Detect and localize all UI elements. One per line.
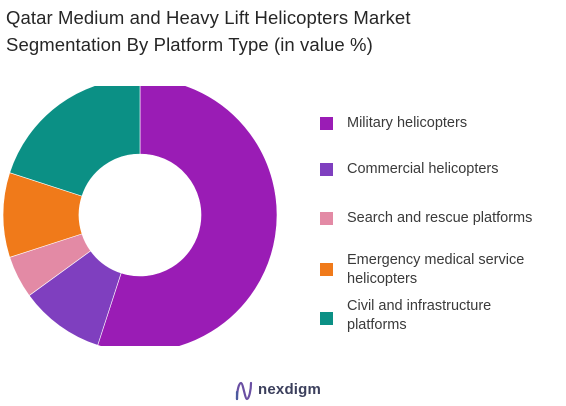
chart-title-line-1: Qatar Medium and Heavy Lift Helicopters … (6, 7, 411, 28)
legend-label-military-helicopters: Military helicopters (347, 115, 468, 131)
legend-label-emergency-medical-service-helicopters: Emergency medical service helicopters (347, 252, 525, 287)
legend-swatch-emergency-medical-service-helicopters (320, 263, 333, 276)
nexdigm-logo-icon (235, 381, 253, 401)
brand-name: nexdigm (258, 381, 322, 398)
legend-label-commercial-helicopters: Commercial helicopters (347, 161, 499, 177)
legend-swatch-military-helicopters (320, 117, 333, 130)
donut-slice-civil-and-infrastructure-platforms (9, 86, 141, 197)
legend-swatch-commercial-helicopters (320, 163, 333, 176)
legend-label-civil-and-infrastructure-platforms: Civil and infrastructure platforms (347, 298, 492, 333)
legend-swatch-search-and-rescue-platforms (320, 212, 333, 225)
legend-swatch-civil-and-infrastructure-platforms (320, 312, 333, 325)
legend-label-search-and-rescue-platforms: Search and rescue platforms (347, 210, 533, 226)
donut-slice-military-helicopters (97, 86, 278, 346)
chart-title-line-2: Segmentation By Platform Type (in value … (6, 34, 373, 55)
chart-title: Qatar Medium and Heavy Lift Helicopters … (6, 4, 558, 58)
donut-chart (2, 86, 278, 346)
